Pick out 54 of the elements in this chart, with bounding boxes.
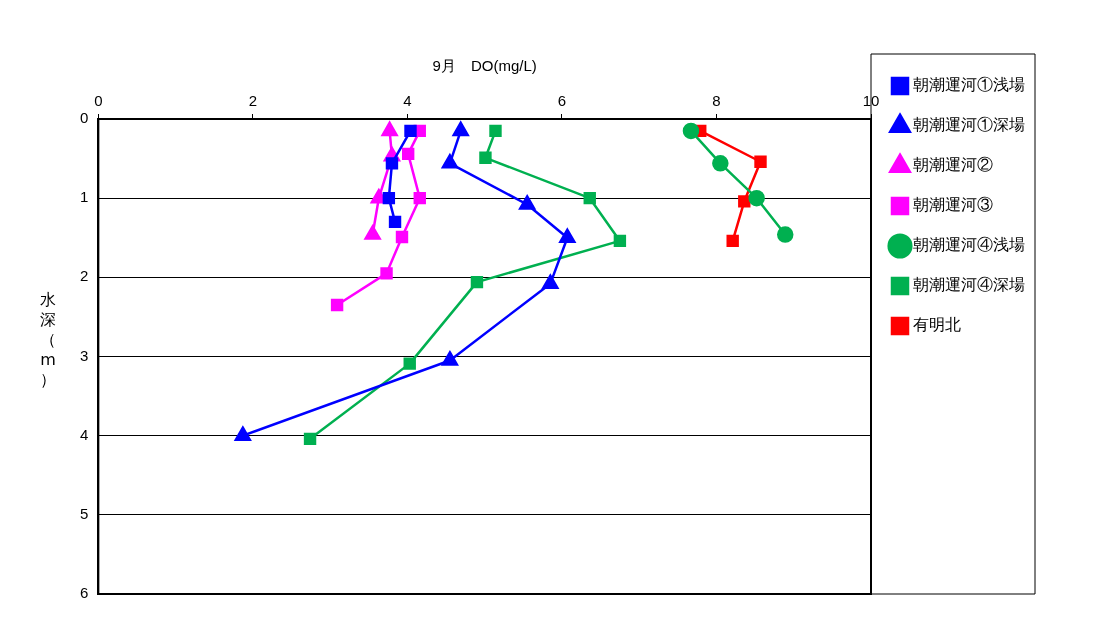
point <box>413 191 426 205</box>
point <box>234 426 252 441</box>
point <box>382 191 396 205</box>
x-tick-label: 0 <box>94 92 103 110</box>
legend-label: 朝潮運河④深場 <box>913 276 1025 294</box>
y-tick-label: 6 <box>80 584 89 602</box>
x-tick-label: 4 <box>403 92 412 110</box>
point <box>385 157 399 170</box>
point <box>748 189 765 207</box>
y-tick-label: 0 <box>80 109 89 127</box>
x-tick-label: 6 <box>557 92 567 110</box>
legend-label: 朝潮運河①浅場 <box>913 76 1025 94</box>
y-tick-label: 1 <box>80 188 89 206</box>
x-tick-label: 10 <box>862 92 880 110</box>
point <box>441 351 459 366</box>
x-tick-label: 2 <box>248 92 258 110</box>
point <box>712 155 729 172</box>
point <box>388 215 402 229</box>
point <box>395 230 409 244</box>
legend-label: 有明北 <box>913 316 961 334</box>
point <box>364 225 381 240</box>
point <box>381 121 398 137</box>
point <box>404 124 417 138</box>
point <box>380 267 393 280</box>
point <box>613 234 627 248</box>
point <box>726 234 739 248</box>
point <box>403 357 416 370</box>
point <box>738 195 751 208</box>
point <box>682 122 700 140</box>
legend-label: 朝潮運河③ <box>913 196 993 214</box>
y-tick-label: 3 <box>80 346 89 364</box>
point <box>330 298 344 312</box>
point <box>754 155 767 168</box>
legend-label: 朝潮運河④浅場 <box>913 236 1025 254</box>
point <box>776 226 794 243</box>
point <box>470 275 484 289</box>
point <box>542 274 559 289</box>
y-axis-title: 水深（m） <box>39 290 57 390</box>
legend-label: 朝潮運河①深場 <box>913 116 1025 134</box>
point <box>583 191 596 205</box>
point <box>441 154 459 169</box>
point <box>401 147 415 161</box>
point <box>489 124 502 138</box>
point <box>452 121 469 137</box>
point <box>479 151 492 164</box>
legend-label: 朝潮運河② <box>913 156 993 174</box>
y-tick-label: 2 <box>80 267 89 285</box>
point <box>559 228 576 243</box>
x-tick-label: 8 <box>712 92 721 110</box>
y-tick-label: 4 <box>80 425 89 443</box>
y-tick-label: 5 <box>80 504 89 522</box>
point <box>303 432 317 446</box>
x-axis-title: 9月 DO(mg/L) <box>432 57 537 75</box>
point <box>518 195 536 210</box>
